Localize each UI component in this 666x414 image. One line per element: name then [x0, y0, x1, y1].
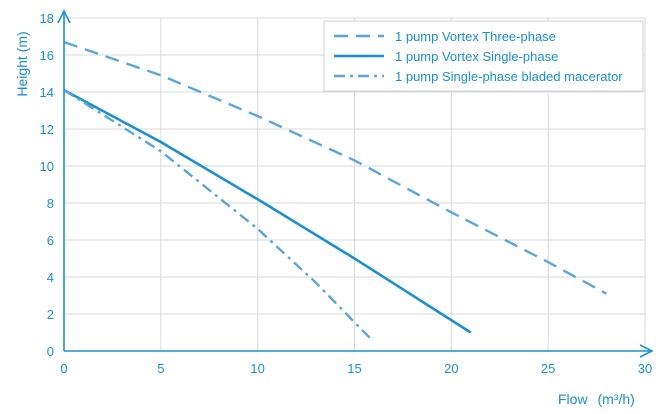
y-tick-label-2: 4: [47, 270, 54, 285]
legend-label-2: 1 pump Single-phase bladed macerator: [395, 69, 623, 84]
x-tick-label-3: 15: [347, 361, 361, 376]
x-tick-label-6: 30: [638, 361, 652, 376]
tick-labels: 0 5 10 15 20 25 30 0 2 4 6 8 10 12 14 16 18: [40, 11, 653, 376]
legend-label-1: 1 pump Vortex Single-phase: [395, 49, 558, 64]
axes: [57, 9, 654, 358]
y-tick-label-7: 14: [40, 85, 54, 100]
x-tick-label-4: 20: [444, 361, 458, 376]
y-tick-label-6: 12: [40, 122, 54, 137]
y-tick-label-1: 2: [47, 307, 54, 322]
x-axis-label: Flow (m³/h): [558, 391, 635, 407]
legend-label-0: 1 pump Vortex Three-phase: [395, 29, 556, 44]
series-line-0: [63, 40, 607, 295]
x-axis-label-name: Flow: [558, 391, 588, 407]
series-line-2: [63, 89, 371, 339]
plot-area: [63, 40, 607, 339]
y-tick-label-8: 16: [40, 48, 54, 63]
y-tick-label-5: 10: [40, 159, 54, 174]
x-axis-label-unit: (m³/h): [597, 391, 634, 407]
y-tick-label-9: 18: [40, 11, 54, 26]
y-tick-label-3: 6: [47, 233, 54, 248]
x-tick-label-0: 0: [60, 361, 67, 376]
legend: 1 pump Vortex Three-phase 1 pump Vortex S…: [323, 20, 644, 92]
series-line-1: [63, 88, 472, 334]
y-tick-label-0: 0: [47, 344, 54, 359]
x-tick-label-5: 25: [541, 361, 555, 376]
x-tick-label-1: 5: [157, 361, 164, 376]
y-axis-label: Height (m): [14, 31, 30, 96]
y-axis-arrow: [57, 9, 71, 24]
x-axis-arrow: [639, 344, 654, 358]
y-tick-label-4: 8: [47, 196, 54, 211]
x-tick-label-2: 10: [250, 361, 264, 376]
